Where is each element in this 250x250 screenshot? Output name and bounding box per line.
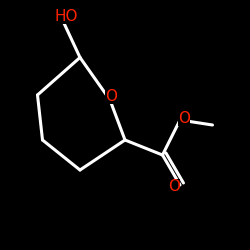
Text: O: O bbox=[168, 179, 180, 194]
Text: O: O bbox=[105, 89, 117, 104]
Text: O: O bbox=[178, 111, 190, 126]
Text: HO: HO bbox=[55, 9, 78, 24]
